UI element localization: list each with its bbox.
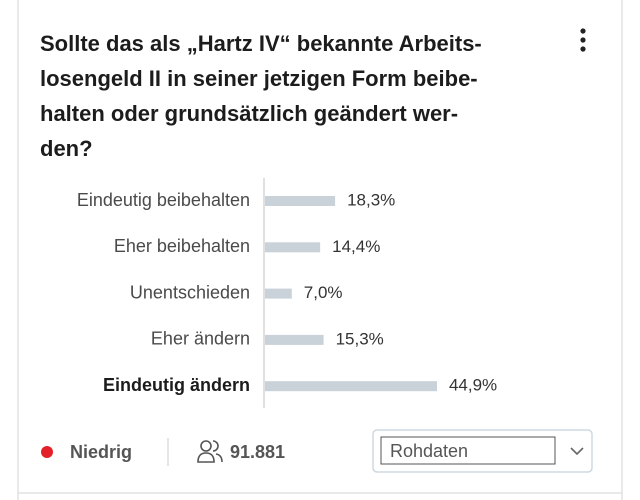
select-label: Rohdaten	[390, 441, 468, 461]
value-label: 14,4%	[332, 237, 380, 256]
value-label: 7,0%	[304, 283, 343, 302]
menu-button[interactable]	[580, 28, 586, 52]
value-label: 15,3%	[336, 329, 384, 348]
category-label: Unentschieden	[130, 282, 250, 302]
bar	[265, 288, 292, 299]
value-label: 18,3%	[347, 190, 395, 209]
status-label: Niedrig	[70, 442, 132, 462]
value-label: 44,9%	[449, 376, 497, 395]
category-label: Eindeutig beibehalten	[77, 190, 250, 210]
question-title: Sollte das als „Hartz IV“ bekannte Arbei…	[40, 31, 482, 56]
bar	[265, 242, 321, 253]
category-label: Eher beibehalten	[114, 236, 250, 256]
category-label: Eher ändern	[151, 329, 250, 349]
category-label: Eindeutig ändern	[103, 375, 250, 395]
participants-count: 91.881	[230, 442, 285, 462]
bar	[265, 334, 324, 345]
data-select[interactable]: Rohdaten	[372, 429, 593, 473]
question-title: den?	[40, 136, 93, 161]
bar	[265, 196, 336, 206]
participants-icon	[197, 440, 223, 463]
status-dot	[41, 446, 53, 458]
bar	[265, 381, 437, 392]
question-title: halten oder grundsätzlich geändert wer-	[40, 101, 458, 126]
question-title: losengeld II in seiner jetzigen Form bei…	[40, 66, 478, 91]
